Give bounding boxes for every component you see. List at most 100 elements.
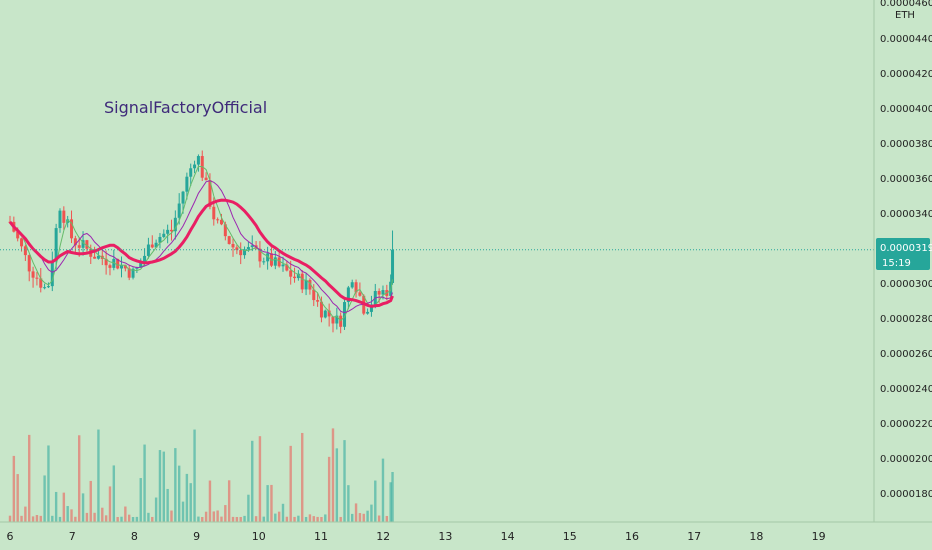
candle-body bbox=[20, 238, 24, 247]
volume-bar bbox=[158, 450, 162, 522]
volume-bar bbox=[58, 516, 62, 522]
candle-body bbox=[189, 168, 193, 177]
volume-bar bbox=[270, 484, 273, 522]
candle-body bbox=[285, 264, 289, 271]
candle-body bbox=[358, 292, 362, 296]
candle-body bbox=[369, 304, 373, 312]
volume-bar bbox=[339, 516, 342, 522]
volume-bar bbox=[120, 516, 123, 522]
candle-body bbox=[70, 219, 74, 239]
volume-bar bbox=[66, 506, 69, 522]
volume-bar bbox=[227, 480, 231, 522]
x-tick-label: 6 bbox=[7, 530, 14, 543]
volume-bar bbox=[85, 512, 89, 522]
x-tick-label: 12 bbox=[376, 530, 390, 543]
volume-bar bbox=[154, 497, 158, 522]
candle-body bbox=[62, 210, 66, 223]
candle-body bbox=[316, 300, 320, 302]
candle-body bbox=[150, 244, 154, 248]
volume-bar bbox=[347, 485, 350, 522]
candle-body bbox=[266, 253, 270, 262]
volume-bar bbox=[366, 510, 369, 522]
volume-bar bbox=[389, 482, 392, 522]
volume-bar bbox=[327, 456, 331, 522]
volume-bar bbox=[224, 505, 227, 522]
candle-body bbox=[300, 273, 304, 290]
candle-body bbox=[112, 258, 116, 268]
candle-body bbox=[185, 176, 189, 192]
candle-body bbox=[235, 247, 239, 251]
volume-bar bbox=[112, 465, 116, 522]
y-tick-label: 0.00001800 bbox=[880, 489, 932, 500]
candle-body bbox=[346, 287, 350, 303]
candle-body bbox=[216, 219, 220, 221]
volume-bar bbox=[170, 510, 173, 522]
candle-body bbox=[108, 265, 112, 268]
volume-bar bbox=[151, 516, 154, 522]
volume-bar bbox=[74, 516, 77, 522]
candle-body bbox=[366, 311, 370, 314]
last-price-tag-background bbox=[876, 238, 930, 270]
volume-bar bbox=[189, 483, 192, 522]
candle-body bbox=[343, 302, 347, 327]
candle-body bbox=[162, 233, 166, 237]
candle-body bbox=[308, 279, 312, 290]
candle-body bbox=[16, 231, 20, 239]
volume-bar bbox=[331, 428, 335, 522]
candle-body bbox=[85, 240, 89, 249]
volume-bar bbox=[131, 517, 135, 522]
candle-body bbox=[377, 291, 381, 295]
candle-body bbox=[331, 316, 335, 324]
volume-bar bbox=[89, 480, 92, 522]
volume-bar bbox=[274, 513, 277, 522]
volume-bar bbox=[70, 509, 73, 522]
volume-bar bbox=[235, 516, 239, 522]
volume-bar bbox=[62, 492, 66, 522]
x-tick-label: 8 bbox=[131, 530, 138, 543]
candle-body bbox=[227, 236, 231, 244]
candle-body bbox=[177, 203, 181, 218]
candle-body bbox=[135, 267, 139, 269]
candle-body bbox=[312, 289, 316, 301]
x-tick-label: 7 bbox=[69, 530, 76, 543]
candle-body bbox=[196, 156, 200, 165]
volume-bar bbox=[54, 491, 58, 522]
volume-bar bbox=[316, 516, 319, 522]
ma-mid-line bbox=[9, 180, 393, 314]
volume-bar bbox=[101, 507, 104, 522]
candle-body bbox=[304, 279, 308, 290]
volume-bar bbox=[362, 513, 365, 522]
volume-bar bbox=[177, 465, 181, 522]
candle-body bbox=[273, 257, 277, 266]
candle-body bbox=[169, 229, 173, 232]
candle-body bbox=[116, 258, 120, 269]
volume-bar bbox=[124, 506, 127, 522]
y-tick-label-partial: 0.00004600 bbox=[880, 0, 932, 9]
x-tick-label: 10 bbox=[252, 530, 266, 543]
candle-body bbox=[123, 265, 127, 269]
volume-bar bbox=[258, 436, 262, 522]
volume-bar bbox=[281, 503, 285, 522]
volume-bar bbox=[28, 434, 31, 522]
volume-bar bbox=[12, 455, 16, 522]
ma-fast-line bbox=[9, 165, 393, 322]
candle-body bbox=[23, 246, 27, 256]
volume-bar bbox=[97, 429, 100, 522]
candle-body bbox=[131, 268, 135, 278]
volume-bar bbox=[247, 494, 250, 522]
volume-bar bbox=[43, 475, 46, 522]
volume-bar bbox=[385, 515, 389, 522]
candle-body bbox=[193, 164, 197, 169]
candle-body bbox=[120, 265, 124, 269]
candle-body bbox=[219, 219, 223, 225]
volume-bar bbox=[254, 516, 258, 522]
candle-body bbox=[58, 210, 62, 229]
candle-body bbox=[158, 236, 162, 243]
volume-bar bbox=[108, 486, 112, 522]
x-tick-label: 13 bbox=[438, 530, 452, 543]
volume-bar bbox=[354, 503, 358, 522]
